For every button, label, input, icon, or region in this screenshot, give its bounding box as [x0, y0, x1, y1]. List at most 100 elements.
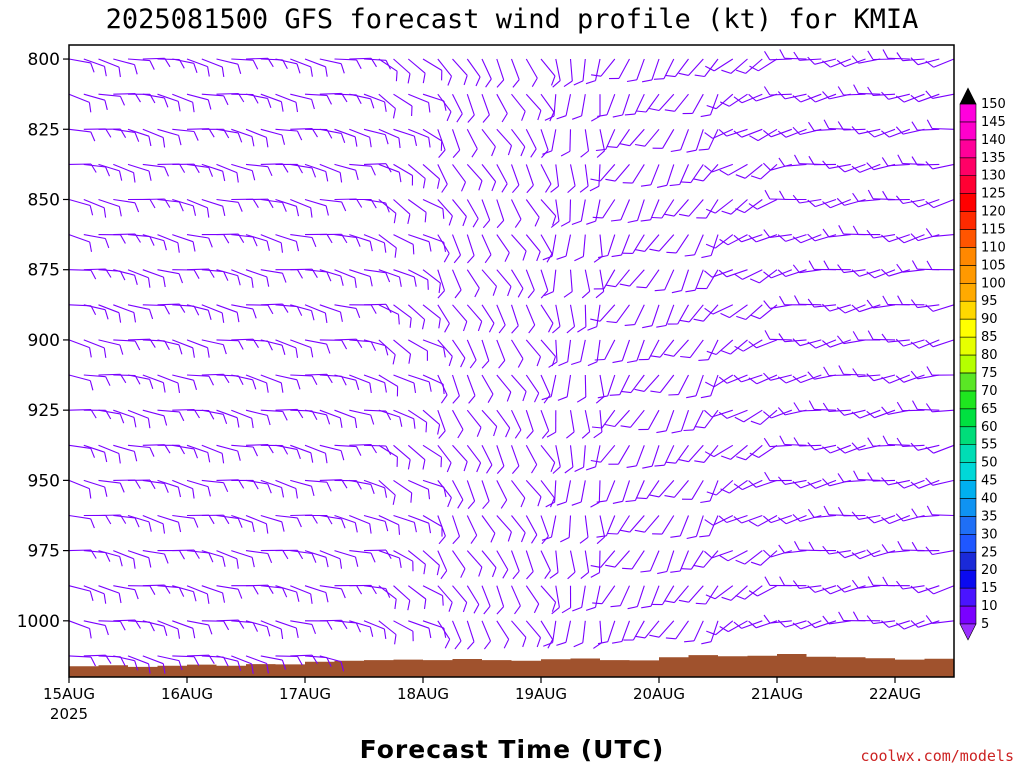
x-tick-label: 19AUG	[515, 685, 567, 703]
wind-barb	[378, 515, 401, 535]
wind-barb	[142, 655, 166, 674]
wind-barb	[260, 269, 287, 283]
wind-barb	[596, 129, 606, 158]
wind-barb	[451, 234, 462, 264]
wind-barb	[925, 58, 955, 68]
colorbar-label: 55	[981, 438, 998, 453]
wind-barb	[466, 444, 482, 473]
wind-barb	[437, 58, 453, 86]
wind-barb	[807, 442, 837, 451]
wind-barb	[393, 585, 411, 611]
wind-barb	[597, 374, 616, 399]
wind-barb	[652, 515, 675, 535]
wind-barb	[837, 473, 866, 483]
wind-barb	[925, 228, 955, 238]
wind-barb	[636, 93, 660, 113]
wind-barb	[511, 234, 527, 261]
wind-barb	[68, 339, 92, 358]
wind-barb	[896, 263, 925, 273]
wind-barb	[627, 585, 645, 610]
wind-barb	[635, 620, 660, 639]
wind-barb	[349, 163, 376, 176]
wind-barb	[334, 304, 361, 318]
wind-barb	[304, 269, 332, 282]
wind-barb	[619, 515, 645, 533]
wind-barb	[680, 339, 704, 359]
wind-barb	[763, 162, 792, 171]
colorbar-label: 35	[981, 509, 998, 524]
wind-barb	[664, 93, 689, 112]
wind-barb	[525, 550, 534, 580]
wind-barb	[363, 374, 387, 393]
wind-barb	[638, 409, 660, 431]
wind-barb	[422, 234, 447, 252]
wind-barb	[422, 444, 443, 468]
wind-barb	[612, 620, 631, 644]
wind-barb	[634, 374, 660, 392]
wind-barb	[98, 58, 121, 78]
wind-barb	[620, 409, 645, 428]
wind-barb	[275, 198, 300, 217]
wind-barb	[275, 444, 301, 459]
wind-barb	[925, 477, 955, 486]
wind-barb	[764, 471, 792, 482]
wind-barb	[585, 58, 601, 85]
wind-barb	[481, 339, 490, 369]
y-tick-label: 900	[28, 331, 60, 351]
wind-barb	[595, 374, 605, 404]
wind-barb	[363, 234, 387, 253]
wind-barb	[750, 163, 778, 180]
wind-barb	[579, 164, 589, 193]
wind-barb	[619, 128, 645, 147]
wind-barb	[408, 514, 432, 534]
wind-barb	[670, 550, 690, 573]
wind-barb	[142, 163, 170, 177]
wind-barb	[837, 506, 866, 517]
wind-barb	[290, 234, 317, 248]
wind-barb	[437, 444, 452, 473]
wind-barb	[867, 472, 896, 482]
wind-barb	[142, 234, 167, 251]
colorbar-swatch	[959, 265, 977, 284]
wind-barb	[556, 234, 572, 260]
wind-barb	[363, 269, 391, 283]
wind-barb	[836, 550, 866, 559]
wind-barb	[511, 199, 522, 228]
wind-barb	[556, 480, 572, 506]
wind-barb	[587, 339, 601, 367]
wind-barb	[127, 550, 152, 568]
wind-barb	[910, 299, 940, 309]
wind-barb	[378, 58, 398, 82]
wind-barb	[794, 154, 822, 165]
wind-barb	[735, 163, 763, 179]
wind-barb	[68, 93, 92, 113]
wind-barb	[895, 479, 925, 489]
wind-barb	[407, 585, 427, 609]
wind-barb	[822, 228, 851, 238]
ground-fill	[69, 654, 954, 677]
wind-barb	[541, 374, 557, 401]
wind-barb	[422, 339, 446, 358]
wind-barb	[851, 304, 881, 313]
wind-barb	[245, 374, 269, 393]
x-tick-label: 17AUG	[279, 685, 331, 703]
wind-barb	[912, 400, 940, 411]
wind-barb	[573, 620, 586, 648]
wind-barb	[705, 199, 734, 214]
wind-barb	[540, 374, 551, 404]
wind-barb	[607, 128, 630, 148]
wind-barb	[881, 620, 910, 628]
wind-barb	[706, 620, 734, 636]
wind-barb	[201, 163, 226, 182]
y-axis: 800 825 850 875 900 925 950 975 1000	[17, 50, 69, 632]
wind-barb	[290, 339, 314, 358]
wind-barb	[378, 585, 397, 610]
wind-barb	[98, 409, 125, 424]
wind-barb	[700, 480, 719, 504]
colorbar-swatch	[959, 408, 977, 427]
wind-barb	[867, 86, 896, 96]
wind-barb	[260, 128, 286, 145]
credit-link[interactable]: coolwx.com/models	[860, 747, 1014, 765]
wind-barb	[540, 410, 550, 439]
wind-barb	[794, 295, 822, 306]
